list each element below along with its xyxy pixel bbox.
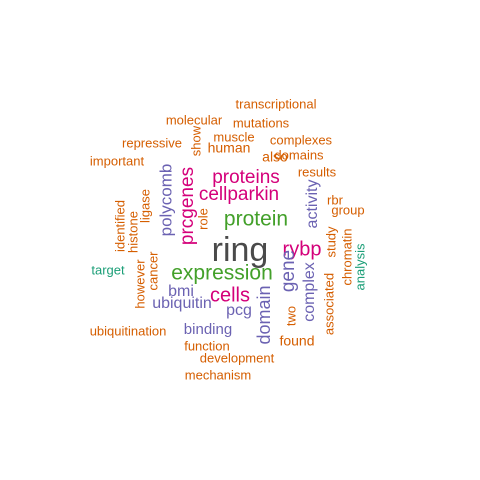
word-rybp: rybp [283, 238, 322, 260]
word-muscle: muscle [213, 129, 254, 144]
word-proteins: proteins [212, 167, 280, 188]
word-cellparkin: cellparkin [199, 184, 279, 205]
word-human: human [208, 140, 251, 156]
word-found: found [279, 333, 314, 349]
word-pcg: pcg [226, 302, 252, 319]
word-complex: complex [301, 262, 318, 322]
word-ligase: ligase [137, 189, 152, 223]
word-histone: histone [125, 211, 140, 253]
word-identified: identified [112, 200, 127, 252]
word-rbr: rbr [327, 192, 344, 207]
word-binding: binding [184, 321, 232, 338]
word-group: group [331, 202, 364, 217]
word-associated: associated [321, 273, 336, 335]
word-two: two [283, 306, 298, 326]
word-function: function [184, 338, 230, 353]
word-target: target [91, 262, 125, 277]
word-study: study [323, 226, 338, 258]
word-ubiquitination: ubiquitination [90, 323, 167, 338]
word-also: also [262, 149, 288, 165]
word-domain: domain [254, 285, 274, 344]
word-ring: ring [212, 231, 269, 269]
word-transcriptional: transcriptional [236, 96, 317, 111]
word-bmi: bmi [168, 283, 194, 300]
word-activity: activity [304, 180, 321, 229]
word-molecular: molecular [166, 112, 223, 127]
word-cells: cells [210, 284, 250, 306]
word-polycomb: polycomb [156, 164, 175, 237]
word-results: results [298, 164, 337, 179]
word-analysis: analysis [352, 243, 367, 290]
word-ubiquitin: ubiquitin [152, 295, 212, 312]
word-however: however [132, 259, 147, 309]
word-development: development [200, 350, 275, 365]
word-complexes: complexes [270, 132, 333, 147]
word-repressive: repressive [122, 135, 182, 150]
word-expression: expression [171, 262, 273, 285]
word-gene: gene [278, 250, 299, 292]
word-show: show [188, 125, 203, 156]
word-prcgenes: prcgenes [177, 167, 198, 245]
word-important: important [90, 153, 145, 168]
word-cancer: cancer [145, 251, 160, 291]
word-mechanism: mechanism [185, 367, 251, 382]
word-chromatin: chromatin [339, 228, 354, 285]
word-domains: domains [274, 147, 324, 162]
word-role: role [195, 208, 210, 230]
word-protein: protein [224, 208, 288, 231]
word-mutations: mutations [233, 115, 290, 130]
